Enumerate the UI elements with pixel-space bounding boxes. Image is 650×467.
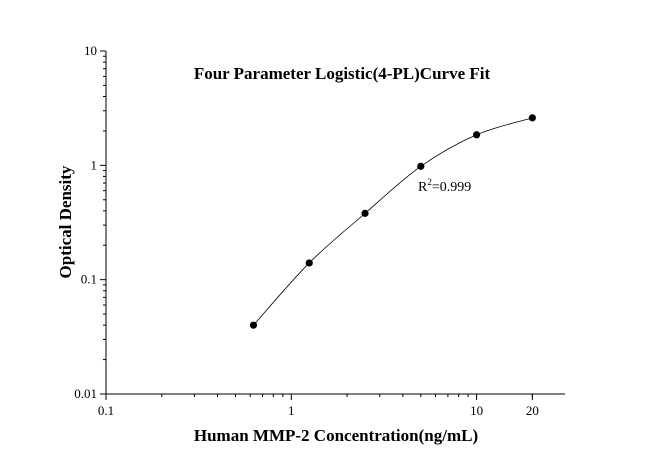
r-squared-annotation: R2=0.999 [418, 177, 471, 195]
y-tick-label: 1 [91, 157, 98, 172]
x-tick-label: 20 [526, 403, 539, 418]
r-squared-value: =0.999 [432, 180, 471, 195]
data-points [249, 114, 536, 329]
x-axis-label: Human MMP-2 Concentration(ng/mL) [194, 426, 478, 445]
y-axis-label: Optical Density [56, 165, 75, 278]
data-point [528, 114, 536, 122]
data-point [361, 209, 369, 217]
x-tick-label: 1 [288, 403, 295, 418]
y-tick-label: 0.01 [74, 386, 97, 401]
x-tick-label: 0.1 [98, 403, 114, 418]
r-squared-prefix: R [418, 180, 428, 195]
r-squared-sup: 2 [427, 177, 432, 187]
data-point [305, 259, 313, 267]
fit-curve-group [253, 117, 533, 326]
y-tick-label: 10 [84, 43, 97, 58]
data-point [472, 131, 481, 139]
data-point [417, 162, 425, 170]
y-tick-label: 0.1 [81, 272, 97, 287]
x-tick-label: 10 [470, 403, 483, 418]
chart-title: Four Parameter Logistic(4-PL)Curve Fit [194, 64, 491, 83]
data-point [249, 321, 258, 329]
fit-curve [253, 117, 533, 326]
